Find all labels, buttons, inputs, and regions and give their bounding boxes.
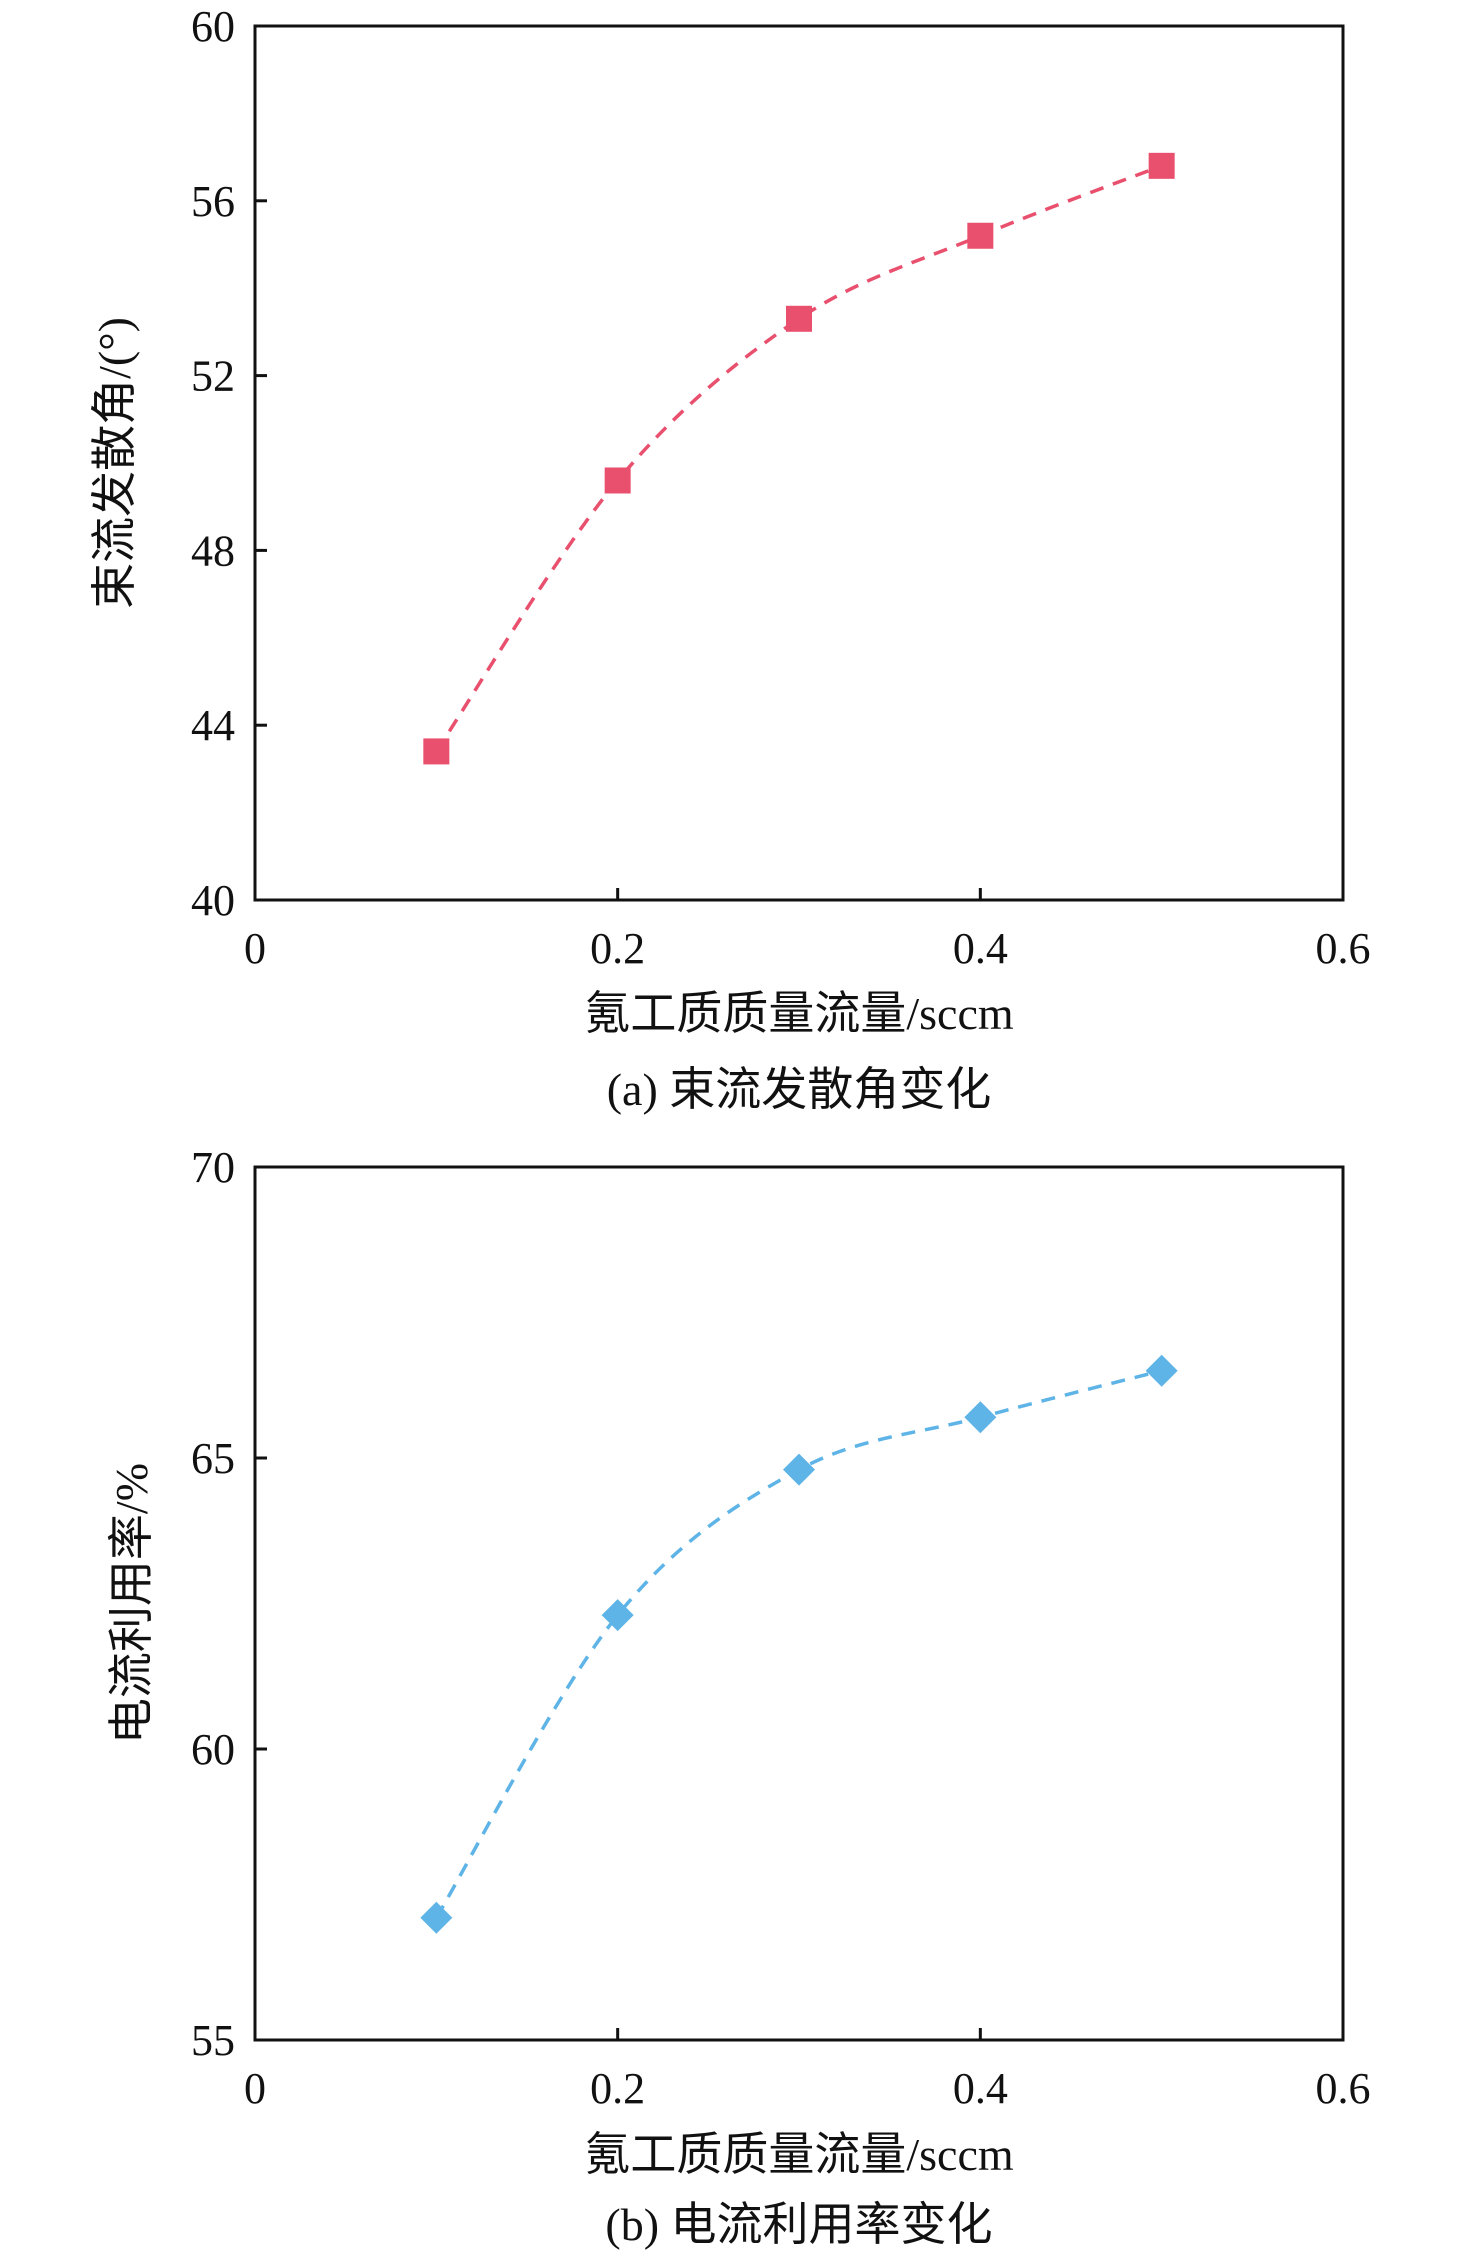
chart-a-x-tick-label: 0.2 xyxy=(590,924,645,973)
chart-b-data-point xyxy=(1145,1354,1178,1387)
chart-b-data-point xyxy=(601,1599,634,1632)
chart-b-y-tick-label: 65 xyxy=(191,1434,235,1483)
chart-a-series-line xyxy=(434,164,1163,753)
chart-a-x-tick-label: 0.6 xyxy=(1316,924,1371,973)
chart-a-data-point xyxy=(604,467,631,494)
chart-a-data-point xyxy=(967,222,994,249)
chart-a-y-tick-label: 52 xyxy=(191,352,235,401)
chart-b-data-point xyxy=(783,1453,815,1486)
chart-b-x-tick-label: 0.4 xyxy=(953,2064,1008,2113)
chart-a-y-tick-label: 48 xyxy=(191,526,235,575)
chart-a-data-point xyxy=(1148,152,1175,179)
chart-a-data-point xyxy=(786,305,812,332)
chart-a-x-axis-title: 氪工质质量流量/sccm xyxy=(584,988,1014,1039)
chart-b-x-axis-title: 氪工质质量流量/sccm xyxy=(584,2129,1014,2180)
chart-b-series-line xyxy=(434,1369,1163,1919)
chart-b-y-tick-label: 60 xyxy=(191,1725,235,1774)
chart-b-x-tick-label: 0.6 xyxy=(1316,2064,1371,2113)
chart-a-x-tick-label: 0 xyxy=(244,924,266,973)
chart-b-x-tick-label: 0.2 xyxy=(590,2064,645,2113)
chart-b-data-point xyxy=(964,1401,997,1434)
chart-b-y-axis-title: 电流利用率/% xyxy=(106,1463,157,1744)
chart-a-y-axis-title: 束流发散角/(°) xyxy=(89,317,140,609)
chart-a-x-tick-label: 0.4 xyxy=(953,924,1008,973)
chart-a-caption: (a) 束流发散角变化 xyxy=(607,1064,992,1115)
chart-b-y-tick-label: 55 xyxy=(191,2016,235,2065)
chart-b-data-point xyxy=(420,1901,453,1934)
chart-b-current-utilization: 0 0.2 0.4 0.6 55 60 65 70 氪工质质量流量/sccm 电流利用率/% (b)… xyxy=(106,1143,1371,2250)
chart-b-plot-frame xyxy=(253,1165,1345,2042)
chart-a-y-tick-label: 56 xyxy=(191,177,235,226)
chart-a-plot-frame xyxy=(253,24,1345,902)
chart-a-beam-divergence: 0 0.2 0.4 0.6 40 44 48 52 56 60 氪工质质量流量/sccm 束流发散角/… xyxy=(89,2,1371,1115)
chart-a-y-tick-label: 44 xyxy=(191,701,235,750)
chart-a-y-tick-label: 40 xyxy=(191,876,235,925)
chart-b-y-tick-label: 70 xyxy=(191,1143,235,1192)
chart-a-data-point xyxy=(423,738,450,765)
chart-a-y-tick-label: 60 xyxy=(191,2,235,51)
chart-b-x-tick-label: 0 xyxy=(244,2064,266,2113)
chart-b-caption: (b) 电流利用率变化 xyxy=(605,2199,992,2250)
